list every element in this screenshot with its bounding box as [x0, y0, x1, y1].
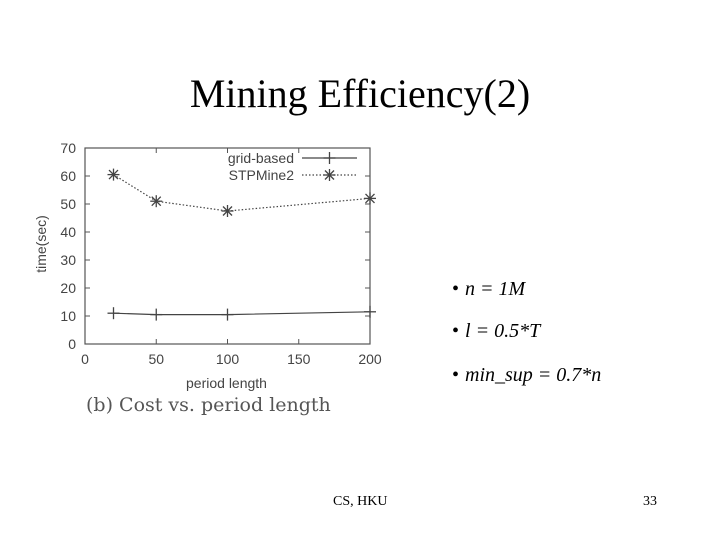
legend-label: STPMine2: [229, 167, 295, 183]
bullet-text: l = 0.5*T: [465, 320, 541, 342]
data-point-grid-based: [364, 305, 376, 318]
y-tick-label: 60: [60, 168, 76, 184]
chart-caption: (b) Cost vs. period length: [86, 394, 331, 416]
x-axis-label: period length: [186, 375, 267, 391]
bullet-text: n = 1M: [465, 278, 526, 300]
legend-marker: [323, 169, 336, 181]
bullet-item-l: • l = 0.5*T: [452, 318, 540, 344]
y-tick-label: 50: [60, 196, 76, 212]
legend-label: grid-based: [228, 150, 294, 166]
page-number: 33: [643, 494, 657, 509]
data-point-grid-based: [150, 308, 163, 321]
legend-marker: [323, 152, 336, 164]
y-tick-label: 0: [68, 336, 76, 352]
x-tick-label: 100: [216, 351, 240, 367]
data-point-stpmine2: [150, 195, 163, 208]
x-tick-label: 150: [287, 351, 311, 367]
marker-star-d2: [108, 169, 119, 180]
y-tick-label: 40: [60, 224, 76, 240]
x-tick-label: 200: [358, 351, 382, 367]
data-point-grid-based: [107, 307, 120, 320]
data-point-stpmine2: [221, 205, 234, 217]
x-tick-label: 0: [81, 351, 89, 367]
y-tick-label: 70: [60, 140, 76, 156]
bullet-dot-icon: •: [452, 278, 460, 300]
slide-title: Mining Efficiency(2): [189, 71, 531, 116]
marker-star-d2: [365, 193, 375, 204]
bullet-dot-icon: •: [452, 364, 460, 386]
bullet-dot-icon: •: [452, 320, 460, 342]
marker-star-d2: [324, 170, 335, 180]
series-line-stpmine2: [113, 174, 371, 212]
series-line-grid-based: [113, 311, 371, 316]
bullet-text: min_sup = 0.7*n: [465, 364, 602, 386]
y-tick-label: 30: [60, 252, 76, 268]
data-point-stpmine2: [364, 192, 376, 205]
footer-source: CS, HKU: [333, 494, 388, 509]
y-tick-label: 20: [60, 280, 76, 296]
data-point-grid-based: [221, 308, 234, 321]
marker-star-d2: [151, 196, 162, 207]
data-point-stpmine2: [107, 168, 120, 181]
x-tick-label: 50: [148, 351, 164, 367]
y-tick-label: 10: [60, 308, 76, 324]
bullet-item-min-sup: • min_sup = 0.7*n: [452, 362, 601, 388]
marker-star-d2: [222, 206, 233, 216]
y-axis-label: time(sec): [33, 215, 49, 273]
bullet-item-n: • n = 1M: [452, 276, 525, 302]
